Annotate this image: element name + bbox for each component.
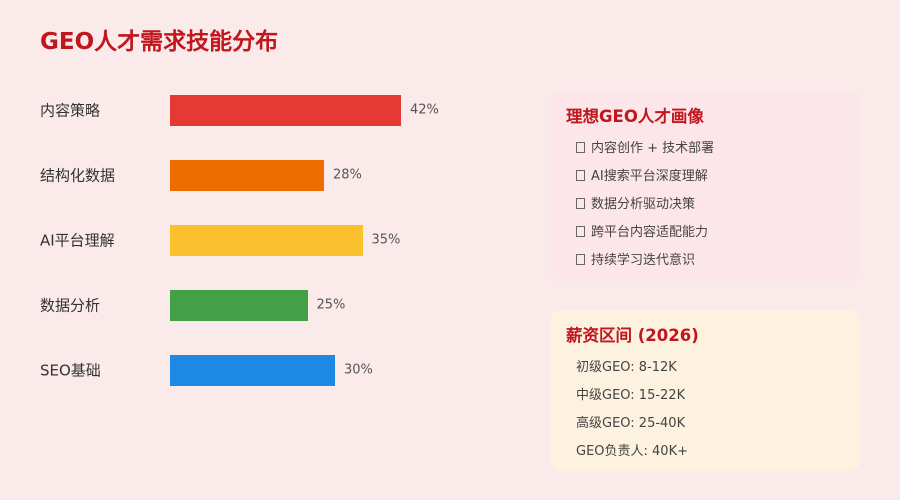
ideal-profile-title: 理想GEO人才画像 [566,107,704,126]
salary-item: GEO负责人: 40K+ [576,444,688,459]
category-label: 数据分析 [40,296,101,315]
profile-item: 内容创作 + 技术部署 [566,135,845,163]
category-label: 结构化数据 [40,166,116,185]
salary-item: 中级GEO: 15-22K [576,388,686,403]
bar-value-label: 25% [316,297,346,313]
checkbox-icon [576,198,585,209]
profile-item: 持续学习迭代意识 [566,247,845,275]
profile-item-text: 数据分析驱动决策 [591,197,696,212]
profile-item-text: 持续学习迭代意识 [591,253,696,268]
checkbox-icon [576,142,585,153]
bar [170,224,363,256]
salary-item: 初级GEO: 8-12K [576,360,677,375]
profile-item: 跨平台内容适配能力 [566,219,845,247]
category-label: AI平台理解 [40,231,115,250]
profile-item: 数据分析驱动决策 [566,191,845,219]
bar [170,289,308,321]
bar [170,159,324,191]
profile-item: AI搜索平台深度理解 [566,163,845,191]
bar-value-label: 35% [371,232,401,248]
salary-range-card: 薪资区间 (2026) 初级GEO: 8-12K 中级GEO: 15-22K 高… [551,310,860,471]
profile-item-text: 跨平台内容适配能力 [591,225,709,240]
checkbox-icon [576,170,585,181]
page-title: GEO人才需求技能分布 [40,29,279,55]
checkbox-icon [576,254,585,265]
category-label: SEO基础 [40,361,101,380]
bar [170,354,335,386]
bar-value-label: 30% [344,362,373,378]
checkbox-icon [576,226,585,237]
bar-value-label: 28% [333,167,362,183]
salary-range-title: 薪资区间 (2026) [566,326,699,345]
bar [170,94,401,126]
profile-item-text: AI搜索平台深度理解 [591,169,708,184]
skill-bar-chart: 内容策略 42% 结构化数据 28% AI平台理解 35% 数据分析 25% SEO基础 30% [40,94,439,386]
profile-item-text: 内容创作 + 技术部署 [591,141,715,156]
category-label: 内容策略 [40,101,101,120]
ideal-profile-card: 理想GEO人才画像 内容创作 + 技术部署 AI搜索平台深度理解 数据分析驱动决… [551,91,860,281]
salary-item: 高级GEO: 25-40K [576,416,686,431]
bar-value-label: 42% [410,102,439,118]
